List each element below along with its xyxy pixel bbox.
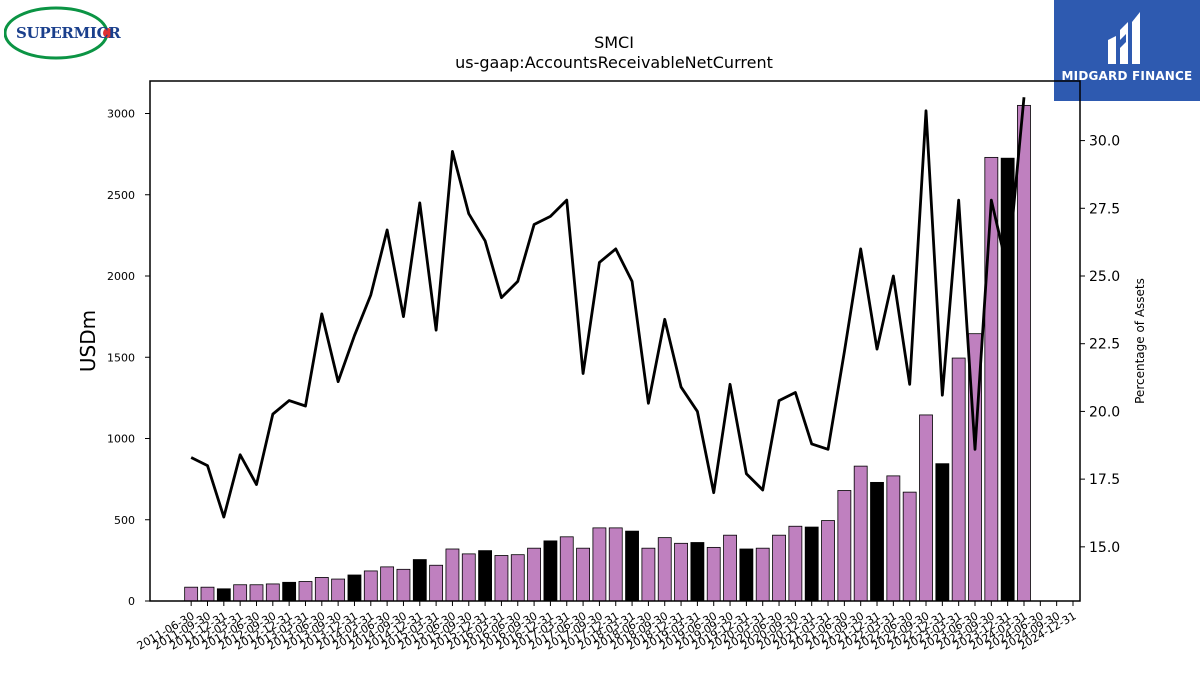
y-axis-right: 15.0 17.5 20.0 22.5 25.0 27.5 30.0 [1080,134,1120,556]
line-layer [190,97,1026,519]
bar [772,534,786,602]
plot-frame [149,80,1081,602]
bar [478,550,493,602]
y-axis-label: USDm [76,310,100,372]
bar [804,526,819,602]
bar [788,525,803,602]
supermicro-logo-text: SUPERMICR [16,24,121,42]
series-line-percentage-of-assets [190,97,1026,519]
bar [641,547,656,602]
bar [445,548,460,602]
y-tick-label: 2000 [107,270,135,283]
bar [494,555,509,602]
y2-tick-label: 17.5 [1089,472,1120,488]
bar [347,574,362,602]
bar [380,566,395,602]
bar [608,527,623,602]
bar [951,357,966,602]
bar [919,414,933,602]
chart-title: SMCI [594,33,634,52]
y-tick-label: 500 [114,514,135,527]
midgard-logo-mark-icon [1108,12,1140,64]
y-tick-label: 1000 [107,433,135,446]
supermicro-logo: SUPERMICR [3,5,121,61]
bar [249,584,264,602]
bar [576,547,590,602]
bar [265,583,280,602]
y2-tick-label: 15.0 [1089,540,1120,556]
bar [657,537,672,602]
bar [429,564,444,602]
bar [314,577,329,602]
bar [233,584,248,602]
y2-tick-label: 25.0 [1089,269,1120,285]
bar [543,540,558,602]
midgard-finance-logo-text: MIDGARD FINANCE [1061,69,1193,83]
bar [690,542,705,602]
y2-tick-label: 22.5 [1089,337,1120,353]
bar [396,568,411,602]
bar [282,581,297,602]
bar [510,554,525,602]
bar [739,548,754,602]
y2-tick-label: 27.5 [1089,201,1120,217]
bar [902,491,917,602]
x-axis: 2011-06-302011-09-302011-12-312012-03-31… [135,601,1078,653]
bar [592,527,607,602]
chart-subtitle: us-gaap:AccountsReceivableNetCurrent [455,53,773,72]
bar [870,481,884,602]
bar [755,547,770,602]
bar [1017,104,1031,602]
y2-axis-label: Percentage of Assets [1133,278,1147,404]
y-tick-label: 3000 [107,108,135,121]
bar [412,559,427,602]
bar [184,586,199,602]
bar [837,490,852,602]
bars-layer [184,104,1031,602]
bar [200,586,215,602]
supermicro-logo-graphic [3,6,113,60]
bar [935,463,950,602]
y-axis-left: 0 500 1000 1500 2000 2500 3000 [107,108,150,608]
bar [298,581,313,602]
y2-tick-label: 30.0 [1089,134,1120,150]
bar [363,570,378,602]
bar [625,530,639,602]
bar [527,547,541,602]
bar [821,520,835,602]
bar [706,546,721,602]
bar [886,475,901,602]
bar [559,536,574,602]
bar [853,465,868,602]
bar [723,534,737,602]
y-tick-label: 1500 [107,351,135,364]
y2-tick-label: 20.0 [1089,404,1120,420]
y-tick-label: 2500 [107,189,135,202]
bar [674,542,688,602]
bar [216,588,231,602]
y-tick-label: 0 [128,595,135,608]
midgard-finance-logo: MIDGARD FINANCE [1054,0,1200,101]
bar [461,553,476,602]
bar [331,578,346,602]
